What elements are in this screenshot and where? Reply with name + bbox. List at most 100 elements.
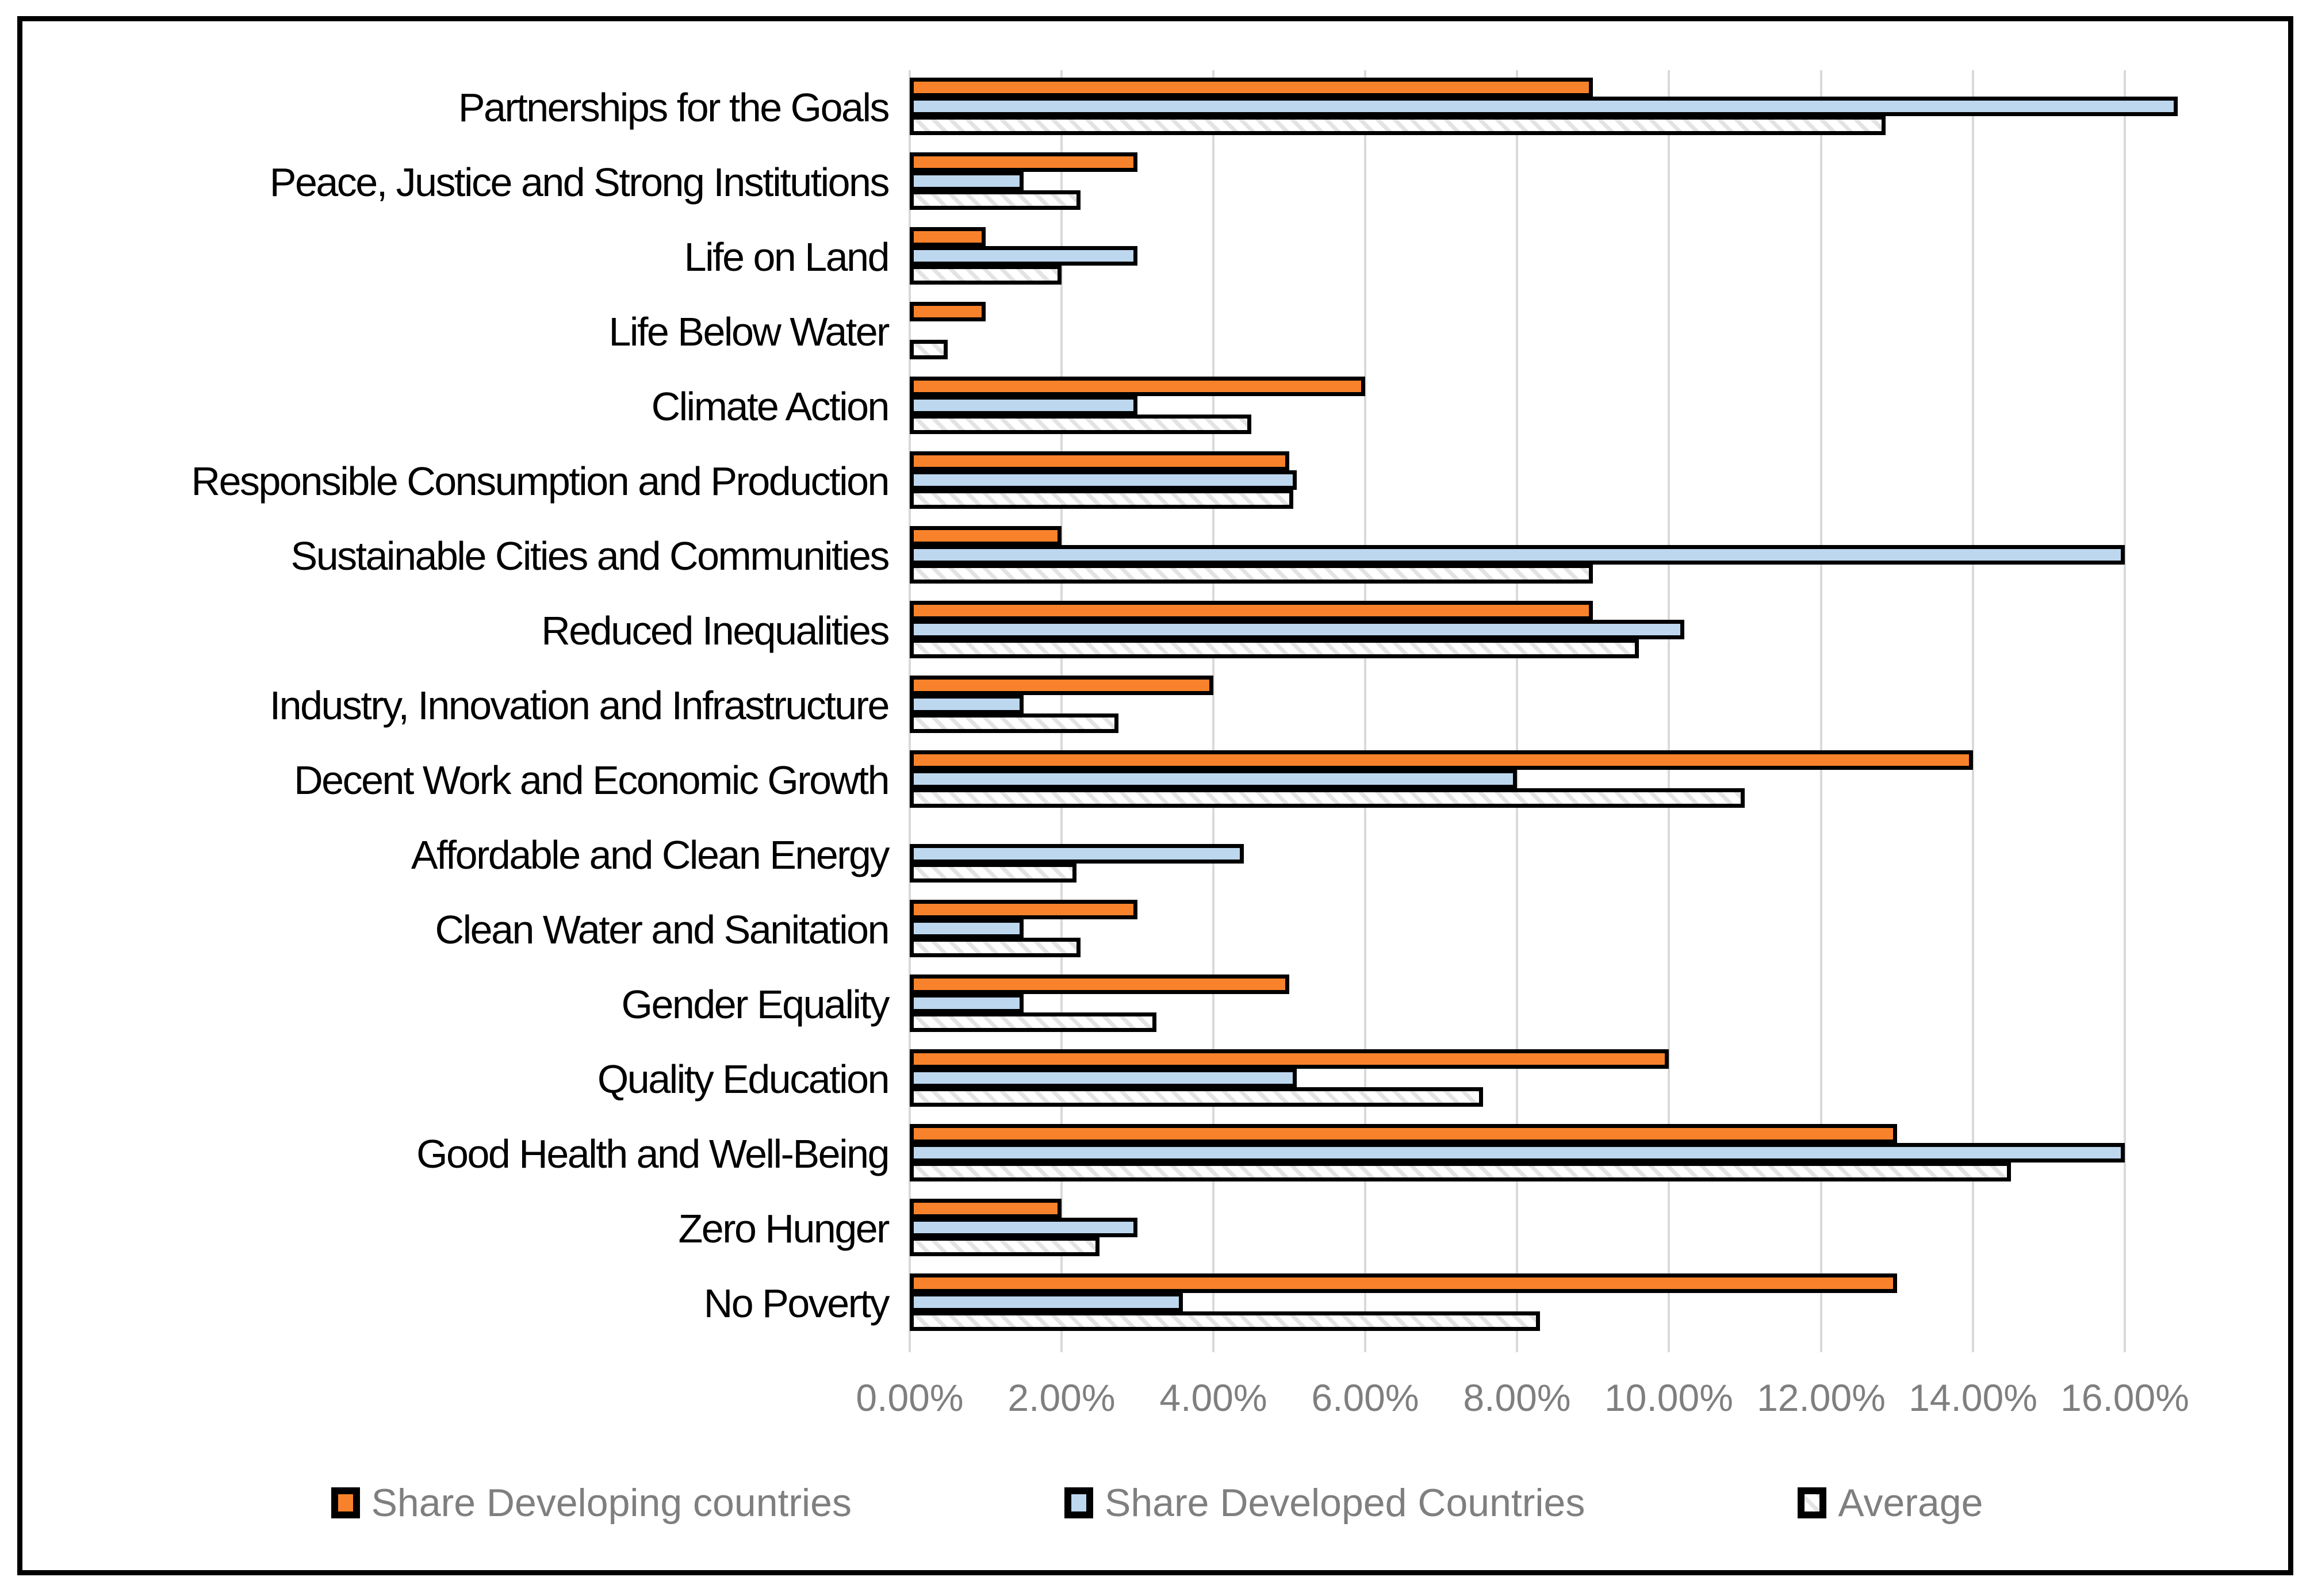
bar-group-row: [910, 70, 2284, 145]
category-label: Clean Water and Sanitation: [435, 907, 890, 952]
x-axis-tick-label: 12.00%: [1757, 1376, 1886, 1419]
legend-label-developed: Share Developed Countries: [1104, 1481, 1585, 1525]
gridline: [1972, 70, 1974, 1341]
axis-tick-mark: [1820, 1341, 1822, 1352]
legend-item-average: Average: [1798, 1480, 1983, 1525]
gridline: [1516, 70, 1518, 1341]
axis-tick-mark: [1364, 1341, 1366, 1352]
bar-average: [910, 788, 1745, 808]
x-axis-tick-label: 16.00%: [2060, 1376, 2189, 1419]
bar-average: [910, 116, 1886, 135]
bar-average: [910, 265, 1062, 285]
x-axis-tick-label: 8.00%: [1463, 1376, 1571, 1419]
category-label: Industry, Innovation and Infrastructure: [269, 683, 890, 728]
bar-developed: [910, 470, 1297, 490]
legend-swatch-developing: [331, 1487, 360, 1518]
bar-developing: [910, 601, 1593, 620]
bar-average: [910, 1087, 1483, 1107]
gridline: [1364, 70, 1366, 1341]
axis-tick-mark: [1516, 1341, 1518, 1352]
bar-group-row: [910, 294, 2284, 369]
bar-average: [910, 340, 948, 359]
bar-developing: [910, 526, 1062, 546]
bar-group-row: [910, 519, 2284, 593]
x-axis-tick-label: 14.00%: [1909, 1376, 2037, 1419]
bar-developing: [910, 1049, 1669, 1069]
bar-developed: [910, 396, 1137, 415]
legend-swatch-average: [1798, 1487, 1827, 1518]
bar-developed: [910, 545, 2125, 565]
x-axis-tick-label: 4.00%: [1159, 1376, 1267, 1419]
x-axis-tick-label: 6.00%: [1311, 1376, 1419, 1419]
bar-average: [910, 1012, 1156, 1032]
bar-average: [910, 1311, 1540, 1331]
bar-developing: [910, 227, 986, 247]
category-label: Gender Equality: [621, 982, 890, 1027]
bar-developing: [910, 302, 986, 321]
bar-average: [910, 1162, 2011, 1181]
category-label: Quality Education: [597, 1057, 890, 1102]
bar-group-row: [910, 1042, 2284, 1117]
bar-developed: [910, 844, 1244, 864]
bar-developing: [910, 78, 1593, 97]
category-label: Partnerships for the Goals: [458, 85, 890, 130]
category-label: Sustainable Cities and Communities: [290, 534, 890, 578]
bar-group-row: [910, 743, 2284, 818]
legend-swatch-developed: [1064, 1487, 1093, 1518]
bar-developed: [910, 919, 1024, 938]
category-label: Reduced Inequalities: [541, 608, 890, 653]
bar-developing: [910, 152, 1137, 172]
bar-average: [910, 415, 1251, 434]
legend-label-developing: Share Developing countries: [371, 1481, 852, 1525]
gridline: [1820, 70, 1822, 1341]
bar-average: [910, 938, 1081, 957]
bar-group-row: [910, 892, 2284, 967]
gridline: [1668, 70, 1670, 1341]
bar-group-row: [910, 818, 2284, 892]
bar-developing: [910, 451, 1289, 471]
x-axis-tick-label: 0.00%: [856, 1376, 964, 1419]
bar-average: [910, 190, 1081, 210]
bar-group-row: [910, 1191, 2284, 1266]
bar-developed: [910, 620, 1684, 639]
bar-average: [910, 1237, 1099, 1256]
category-label: Peace, Justice and Strong Institutions: [269, 160, 890, 205]
bar-developing: [910, 1199, 1062, 1218]
bar-group-row: [910, 1117, 2284, 1191]
gridline: [1060, 70, 1063, 1341]
bar-developed: [910, 1218, 1137, 1237]
bar-developing: [910, 1124, 1897, 1144]
bar-group-row: [910, 444, 2284, 519]
bar-developing: [910, 750, 1973, 770]
x-axis-tick-label: 2.00%: [1007, 1376, 1116, 1419]
bar-developed: [910, 1143, 2125, 1163]
bar-group-row: [910, 369, 2284, 444]
bar-developing: [910, 900, 1137, 919]
bar-developing: [910, 975, 1289, 994]
category-label: Decent Work and Economic Growth: [294, 758, 890, 803]
bar-group-row: [910, 220, 2284, 294]
axis-tick-mark: [2124, 1341, 2126, 1352]
bar-group-row: [910, 967, 2284, 1042]
bar-average: [910, 489, 1293, 509]
bar-developed: [910, 97, 2178, 116]
bar-group-row: [910, 668, 2284, 743]
legend-label-average: Average: [1838, 1481, 1983, 1525]
bar-developing: [910, 377, 1365, 396]
axis-tick-mark: [1668, 1341, 1670, 1352]
bar-developing: [910, 676, 1213, 695]
category-label: Life on Land: [684, 235, 890, 279]
bar-developed: [910, 171, 1024, 191]
bar-developed: [910, 1068, 1297, 1088]
bar-developing: [910, 1273, 1897, 1293]
axis-tick-mark: [1060, 1341, 1063, 1352]
category-label: Life Below Water: [608, 309, 890, 354]
bar-average: [910, 713, 1118, 733]
x-axis-tick-label: 10.00%: [1604, 1376, 1733, 1419]
category-label: Responsible Consumption and Production: [191, 459, 890, 504]
bar-developed: [910, 695, 1024, 714]
gridline: [1212, 70, 1215, 1341]
bar-developed: [910, 246, 1137, 266]
legend-item-developed: Share Developed Countries: [1064, 1480, 1585, 1525]
